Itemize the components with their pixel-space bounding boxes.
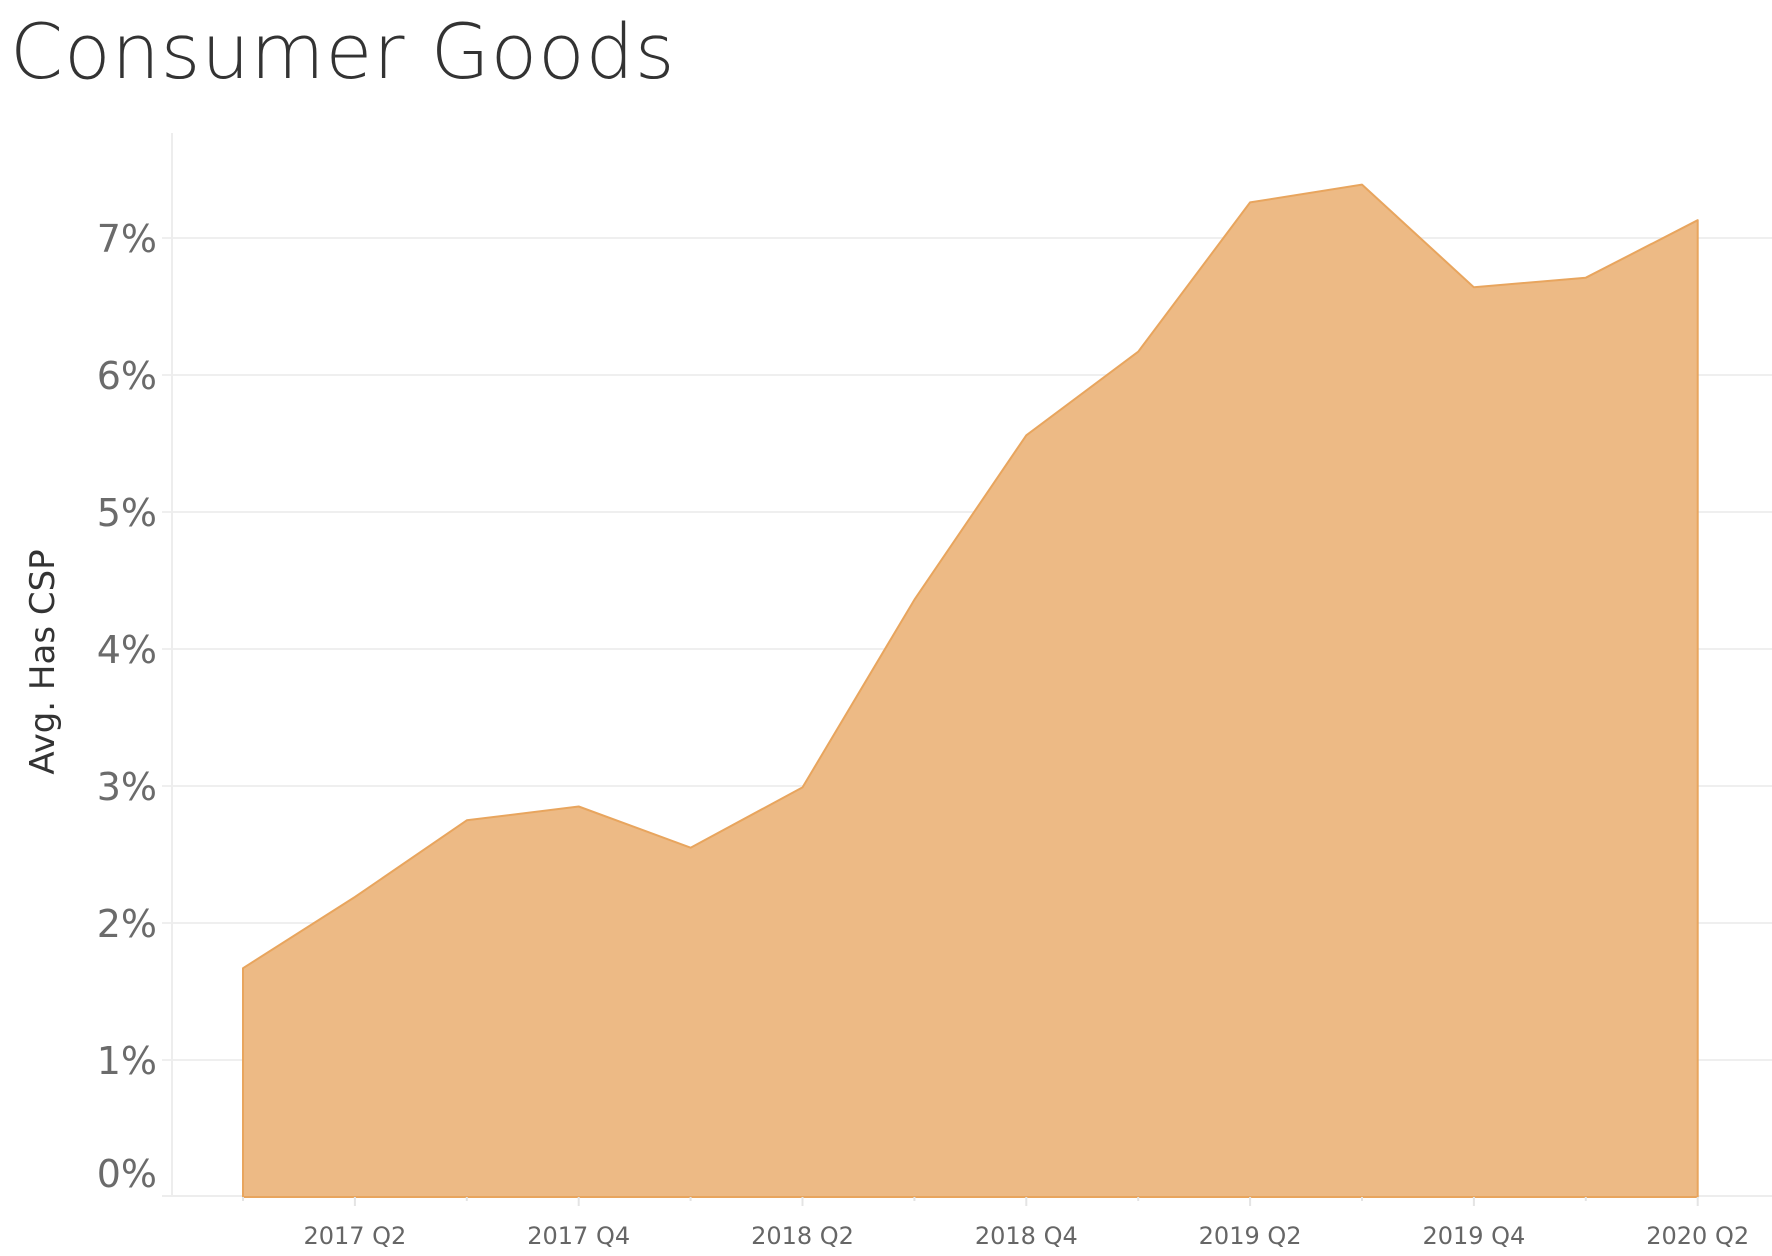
y-tick-label: 2%: [97, 902, 157, 946]
y-tick-label: 1%: [97, 1039, 157, 1083]
chart-title: Consumer Goods: [10, 7, 676, 96]
x-tick-label: 2017 Q2: [303, 1222, 406, 1250]
x-tick-label: 2018 Q2: [751, 1222, 854, 1250]
y-tick-label: 7%: [97, 217, 157, 261]
y-tick-label: 3%: [97, 765, 157, 809]
x-tick-label: 2017 Q4: [527, 1222, 630, 1250]
x-tick-label: 2019 Q2: [1199, 1222, 1302, 1250]
x-axis-ticks: 2017 Q2 2017 Q4 2018 Q2 2018 Q4 2019 Q2 2019 …: [242, 1197, 1749, 1250]
x-tick-label: 2019 Q4: [1422, 1222, 1525, 1250]
y-tick-label: 6%: [97, 354, 157, 398]
y-tick-label: 0%: [97, 1152, 157, 1196]
y-axis-ticks: 0% 1% 2% 3% 4% 5% 6% 7%: [97, 217, 157, 1196]
area-series[interactable]: [242, 183, 1699, 1198]
y-tick-label: 4%: [97, 628, 157, 672]
y-tick-label: 5%: [97, 491, 157, 535]
x-tick-label: 2018 Q4: [975, 1222, 1078, 1250]
x-tick-label: 2020 Q2: [1646, 1222, 1749, 1250]
